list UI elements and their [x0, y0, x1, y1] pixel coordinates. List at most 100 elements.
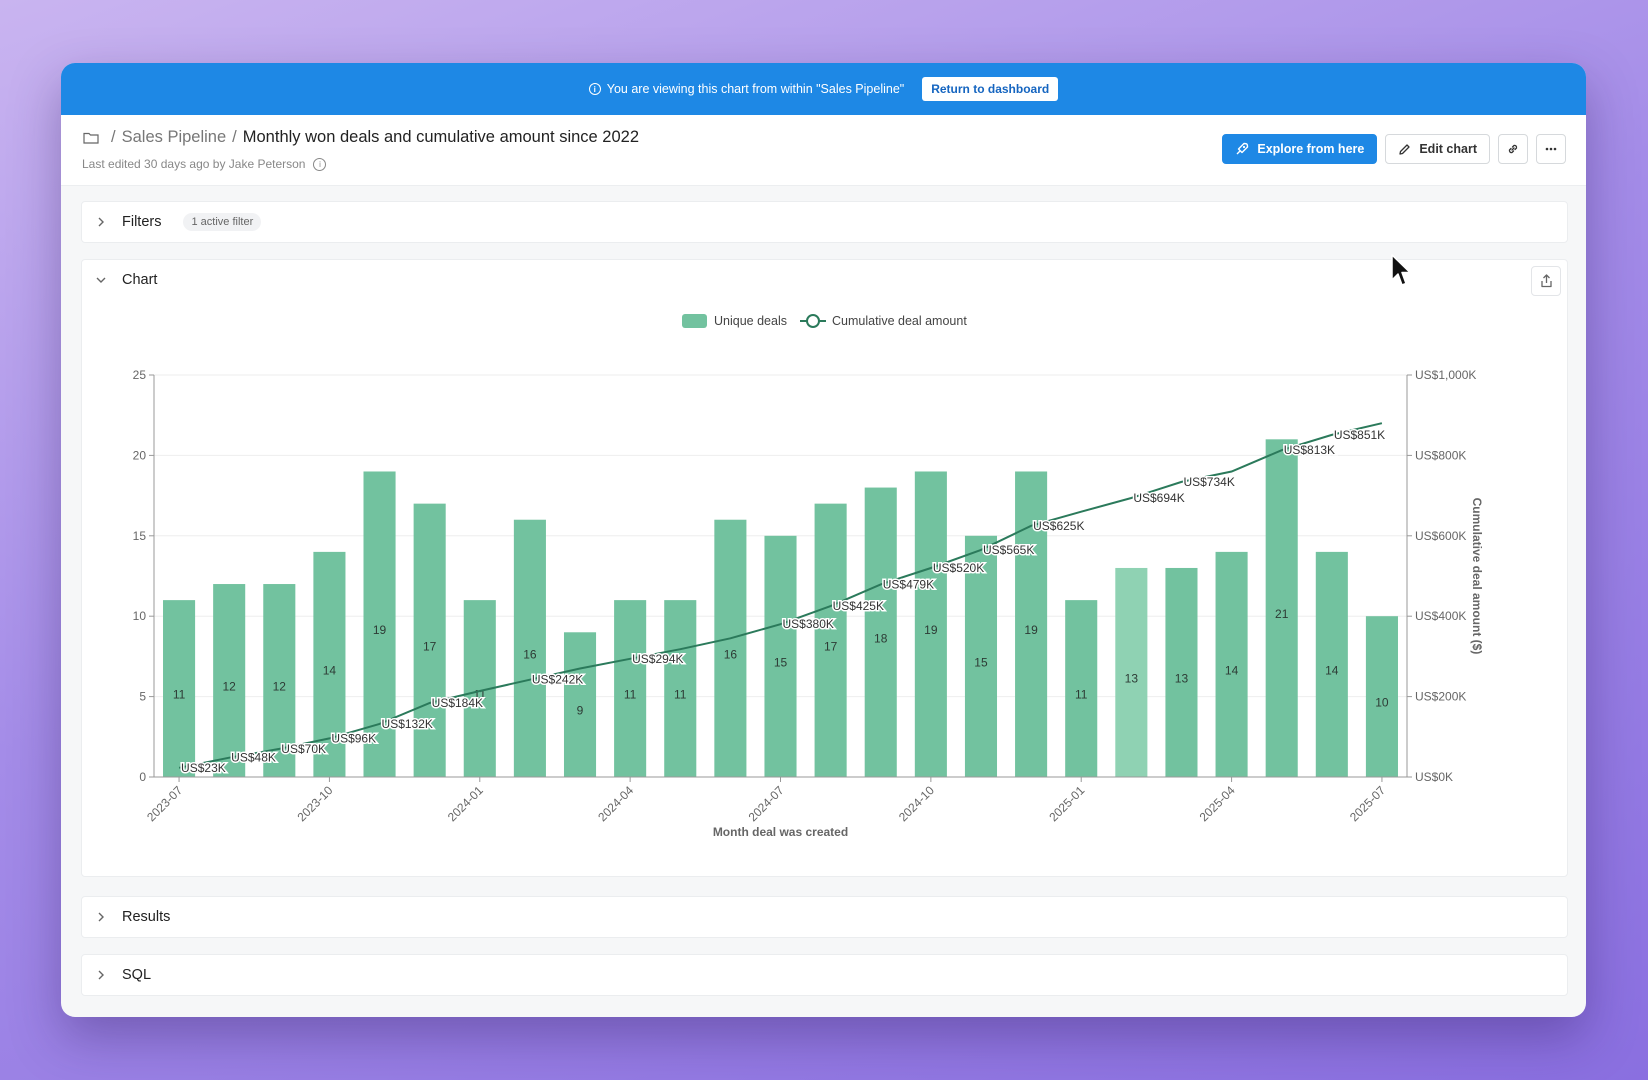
page-header: / Sales Pipeline / Monthly won deals and…: [61, 115, 1586, 186]
share-icon: [1540, 274, 1552, 288]
app-window: i You are viewing this chart from within…: [61, 63, 1586, 1017]
chart-toggle[interactable]: Chart: [82, 260, 1567, 300]
active-filter-badge: 1 active filter: [183, 213, 262, 231]
results-panel: Results: [81, 896, 1568, 938]
share-button[interactable]: [1531, 266, 1561, 296]
x-axis-title: Month deal was created: [713, 825, 848, 839]
explore-from-here-button[interactable]: Explore from here: [1222, 134, 1378, 164]
x-tick-label: 2023-10: [294, 783, 335, 824]
x-tick-label: 2025-07: [1347, 783, 1388, 824]
line-value-label: US$132K: [382, 717, 433, 731]
bar: [814, 503, 847, 777]
x-tick-label: 2023-07: [144, 783, 185, 824]
line-value-label: US$694K: [1133, 491, 1184, 505]
bar-value-label: 11: [674, 688, 687, 702]
bar-value-label: 12: [223, 680, 237, 694]
right-tick-label: US$600K: [1415, 529, 1466, 543]
x-tick-label: 2025-04: [1197, 783, 1238, 824]
right-tick-label: US$200K: [1415, 690, 1466, 704]
right-tick-label: US$1,000K: [1415, 368, 1476, 382]
bar-value-label: 9: [577, 704, 584, 718]
line-value-label: US$242K: [532, 673, 583, 687]
edit-chart-button[interactable]: Edit chart: [1385, 134, 1490, 164]
rocket-icon: [1236, 142, 1249, 155]
line-value-label: US$813K: [1284, 443, 1335, 457]
info-icon: i: [588, 83, 601, 95]
copy-link-button[interactable]: [1498, 134, 1528, 164]
breadcrumb-separator: /: [232, 128, 237, 146]
bar-value-label: 21: [1275, 607, 1289, 621]
bar: [664, 600, 697, 777]
right-tick-label: US$800K: [1415, 448, 1466, 462]
line-value-label: US$96K: [331, 731, 376, 745]
x-tick-label: 2024-04: [595, 783, 636, 824]
return-to-dashboard-button[interactable]: Return to dashboard: [922, 77, 1059, 101]
explore-label: Explore from here: [1257, 142, 1365, 156]
chart-canvas: 0 US$0K 5 US$200K 10 US$400K 15 US$600K 20 US$800…: [133, 314, 1484, 839]
left-tick-label: 15: [133, 529, 147, 543]
bar-value-label: 12: [273, 680, 287, 694]
bar-value-label: 14: [1325, 663, 1339, 677]
more-options-button[interactable]: [1536, 134, 1566, 164]
chevron-right-icon: [96, 970, 106, 980]
results-toggle[interactable]: Results: [82, 897, 1567, 937]
legend-swatch-marker: [806, 314, 820, 328]
bar-value-label: 16: [724, 647, 738, 661]
line-value-label: US$294K: [632, 652, 683, 666]
filters-toggle[interactable]: Filters 1 active filter: [82, 202, 1567, 242]
folder-icon[interactable]: [83, 132, 99, 144]
bar: [1365, 616, 1398, 777]
line-value-label: US$734K: [1183, 475, 1234, 489]
bar: [1065, 600, 1098, 777]
line-value-label: US$70K: [281, 742, 326, 756]
bar-value-label: 11: [624, 688, 637, 702]
x-tick-label: 2024-01: [445, 783, 486, 824]
chevron-right-icon: [96, 217, 106, 227]
link-icon: [1508, 144, 1518, 154]
bar: [313, 551, 346, 777]
bar: [563, 632, 597, 777]
bar: [263, 584, 296, 777]
x-tick-label: 2024-07: [746, 783, 787, 824]
chart-panel: Chart 0 US$0K 5 US$200K 10 US$400K 15 US$600K 20…: [81, 259, 1568, 877]
bar-value-label: 14: [1225, 663, 1239, 677]
page-title: Monthly won deals and cumulative amount …: [242, 128, 639, 146]
left-tick-label: 20: [133, 448, 147, 462]
filters-panel: Filters 1 active filter: [81, 201, 1568, 243]
filters-label: Filters: [122, 214, 162, 230]
context-banner: i You are viewing this chart from within…: [61, 63, 1586, 115]
last-edited-info: Last edited 30 days ago by Jake Peterson…: [82, 157, 327, 171]
legend-label: Unique deals: [714, 314, 787, 328]
line-value-label: US$625K: [1033, 519, 1084, 533]
chart-label: Chart: [122, 272, 158, 288]
right-tick-label: US$0K: [1415, 770, 1453, 784]
bar: [864, 487, 897, 777]
mouse-cursor-icon: [1391, 254, 1411, 286]
bar: [1215, 551, 1248, 777]
bar: [513, 519, 546, 777]
bar-value-label: 17: [423, 639, 437, 653]
bar: [213, 584, 246, 777]
chevron-down-icon: [96, 275, 106, 285]
right-tick-label: US$400K: [1415, 609, 1466, 623]
results-label: Results: [122, 909, 171, 925]
bar-value-label: 14: [323, 663, 337, 677]
bar: [964, 535, 998, 777]
bar-value-label: 13: [1175, 671, 1189, 685]
bar: [614, 600, 647, 777]
bar-value-label: 19: [1024, 623, 1038, 637]
sql-toggle[interactable]: SQL: [82, 955, 1567, 995]
bar-value-label: 19: [924, 623, 938, 637]
left-tick-label: 0: [139, 770, 146, 784]
last-edited-text: Last edited 30 days ago by Jake Peterson: [82, 157, 306, 171]
breadcrumb-parent-link[interactable]: Sales Pipeline: [121, 128, 227, 146]
banner-text: You are viewing this chart from within "…: [606, 82, 905, 96]
sql-panel: SQL: [81, 954, 1568, 996]
left-tick-label: 5: [139, 690, 146, 704]
bar: [1165, 567, 1198, 777]
bar-value-label: 11: [1075, 688, 1088, 702]
left-tick-label: 25: [133, 368, 147, 382]
info-icon[interactable]: i: [313, 157, 327, 171]
chevron-right-icon: [96, 912, 106, 922]
bar-value-label: 18: [874, 631, 888, 645]
